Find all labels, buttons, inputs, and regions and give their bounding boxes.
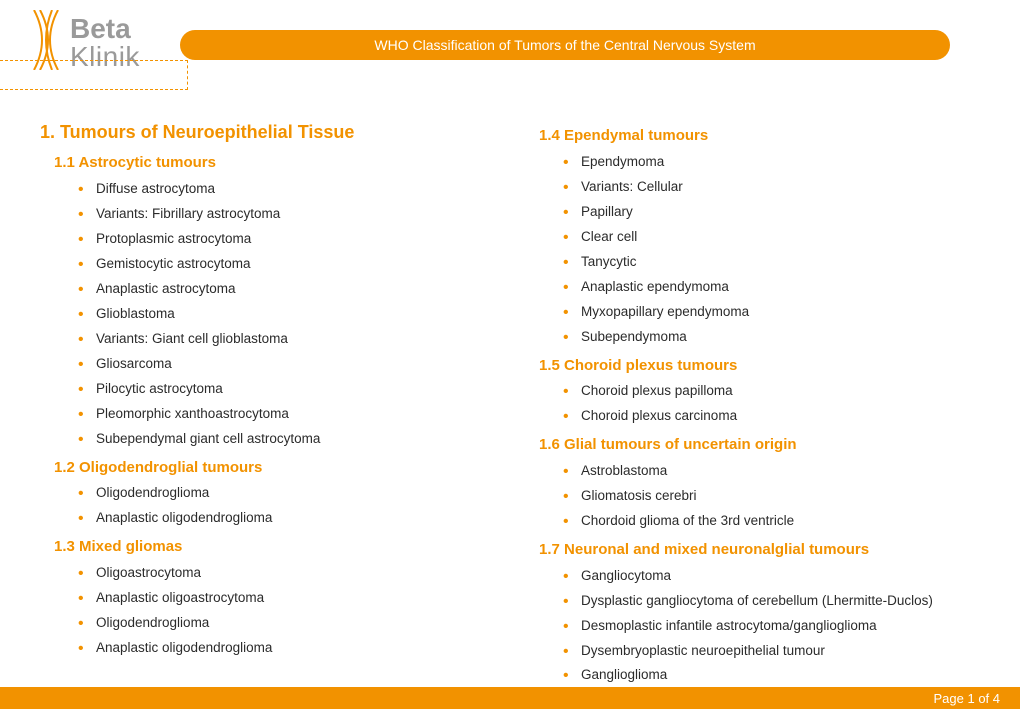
list-item: Gemistocytic astrocytoma [96, 252, 495, 277]
list-item: Glioblastoma [96, 302, 495, 327]
item-list: AstroblastomaGliomatosis cerebriChordoid… [525, 459, 980, 534]
item-list: OligodendrogliomaAnaplastic oligodendrog… [40, 481, 495, 531]
item-list: OligoastrocytomaAnaplastic oligoastrocyt… [40, 561, 495, 661]
list-item: Tanycytic [581, 250, 980, 275]
list-item: Gangliocytoma [581, 564, 980, 589]
list-item: Anaplastic ependymoma [581, 275, 980, 300]
list-item: Pilocytic astrocytoma [96, 377, 495, 402]
list-item: Anaplastic astrocytoma [96, 277, 495, 302]
subsection-heading: 1.6 Glial tumours of uncertain origin [525, 431, 980, 459]
page-number: Page 1 of 4 [934, 691, 1001, 706]
list-item: Variants: Fibrillary astrocytoma [96, 202, 495, 227]
list-item: Oligodendroglioma [96, 481, 495, 506]
list-item: Ependymoma [581, 150, 980, 175]
list-item: Oligoastrocytoma [96, 561, 495, 586]
subsection-heading: 1.3 Mixed gliomas [40, 533, 495, 561]
subsection-heading: 1.7 Neuronal and mixed neuronalglial tum… [525, 536, 980, 564]
list-item: Dysembryoplastic neuroepithelial tumour [581, 639, 980, 664]
item-list: Diffuse astrocytomaVariants: Fibrillary … [40, 177, 495, 452]
list-item: Gliosarcoma [96, 352, 495, 377]
list-item: Ganglioglioma [581, 663, 980, 688]
list-item: Variants: Cellular [581, 175, 980, 200]
list-item: Protoplasmic astrocytoma [96, 227, 495, 252]
item-list: GangliocytomaDysplastic gangliocytoma of… [525, 564, 980, 689]
title-text: WHO Classification of Tumors of the Cent… [374, 37, 755, 53]
list-item: Anaplastic oligodendroglioma [96, 636, 495, 661]
subsection-heading: 1.4 Ependymal tumours [525, 122, 980, 150]
list-item: Clear cell [581, 225, 980, 250]
list-item: Astroblastoma [581, 459, 980, 484]
list-item: Pleomorphic xanthoastrocytoma [96, 402, 495, 427]
item-list: EpendymomaVariants: CellularPapillaryCle… [525, 150, 980, 350]
section-title: 1. Tumours of Neuroepithelial Tissue [40, 120, 495, 145]
list-item: Choroid plexus papilloma [581, 379, 980, 404]
list-item: Diffuse astrocytoma [96, 177, 495, 202]
list-item: Subependymoma [581, 325, 980, 350]
list-item: Anaplastic oligodendroglioma [96, 506, 495, 531]
list-item: Choroid plexus carcinoma [581, 404, 980, 429]
list-item: Gliomatosis cerebri [581, 484, 980, 509]
right-column: 1.4 Ependymal tumoursEpendymomaVariants:… [525, 120, 980, 688]
list-item: Subependymal giant cell astrocytoma [96, 427, 495, 452]
list-item: Oligodendroglioma [96, 611, 495, 636]
brand-line1: Beta [70, 15, 140, 43]
subsection-heading: 1.5 Choroid plexus tumours [525, 352, 980, 380]
item-list: Choroid plexus papillomaChoroid plexus c… [525, 379, 980, 429]
left-sections: 1.1 Astrocytic tumoursDiffuse astrocytom… [40, 149, 495, 661]
subsection-heading: 1.1 Astrocytic tumours [40, 149, 495, 177]
list-item: Myxopapillary ependymoma [581, 300, 980, 325]
left-column: 1. Tumours of Neuroepithelial Tissue 1.1… [40, 120, 495, 688]
header: Beta Klinik WHO Classification of Tumors… [0, 0, 1020, 95]
document-title: WHO Classification of Tumors of the Cent… [180, 30, 950, 60]
page-footer: Page 1 of 4 [0, 687, 1020, 709]
list-item: Variants: Giant cell glioblastoma [96, 327, 495, 352]
content-area: 1. Tumours of Neuroepithelial Tissue 1.1… [40, 120, 980, 688]
list-item: Chordoid glioma of the 3rd ventricle [581, 509, 980, 534]
right-sections: 1.4 Ependymal tumoursEpendymomaVariants:… [525, 122, 980, 688]
subsection-heading: 1.2 Oligodendroglial tumours [40, 454, 495, 482]
list-item: Papillary [581, 200, 980, 225]
list-item: Anaplastic oligoastrocytoma [96, 586, 495, 611]
list-item: Desmoplastic infantile astrocytoma/gangl… [581, 614, 980, 639]
dashed-decoration [0, 60, 188, 90]
list-item: Dysplastic gangliocytoma of cerebellum (… [581, 589, 980, 614]
